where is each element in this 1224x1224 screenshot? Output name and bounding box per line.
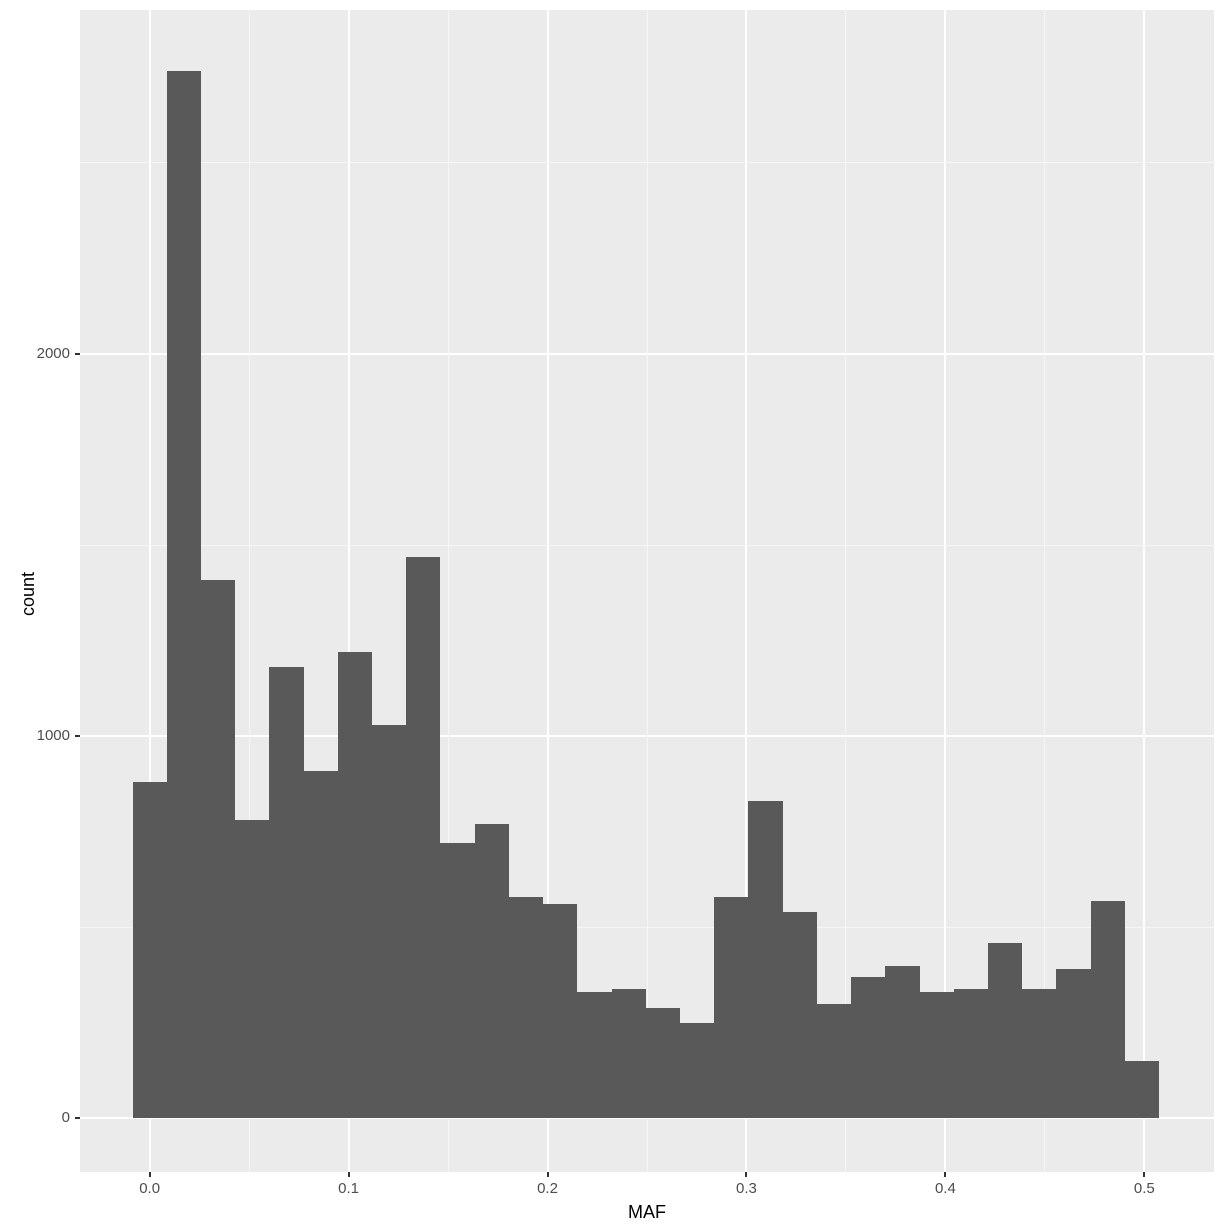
histogram-bar	[851, 977, 885, 1118]
x-axis-title: MAF	[80, 1202, 1214, 1223]
histogram-bar	[646, 1008, 680, 1119]
histogram-bar	[1056, 969, 1090, 1118]
x-tick-mark	[1143, 1172, 1145, 1177]
histogram-bar	[543, 904, 577, 1118]
histogram-bar	[920, 992, 954, 1118]
histogram-bar	[1091, 901, 1125, 1119]
y-tick-label: 1000	[0, 727, 70, 744]
histogram-bar	[783, 912, 817, 1118]
histogram-bar	[612, 989, 646, 1119]
grid-minor-horizontal	[80, 162, 1214, 163]
plot-panel	[80, 10, 1214, 1172]
grid-minor-vertical	[647, 10, 648, 1172]
histogram-bar	[885, 966, 919, 1119]
histogram-bar	[406, 557, 440, 1119]
histogram-bar	[1022, 989, 1056, 1119]
grid-minor-horizontal	[80, 545, 1214, 546]
x-tick-label: 0.2	[518, 1180, 578, 1197]
histogram-bar	[817, 1004, 851, 1119]
histogram-bar	[475, 824, 509, 1118]
x-tick-label: 0.0	[120, 1180, 180, 1197]
histogram-bar	[1125, 1061, 1159, 1118]
histogram-bar	[680, 1023, 714, 1119]
y-tick-mark	[75, 1117, 80, 1119]
histogram-bar	[372, 725, 406, 1119]
histogram-bar	[577, 992, 611, 1118]
y-tick-label: 0	[0, 1109, 70, 1126]
x-tick-label: 0.3	[716, 1180, 776, 1197]
histogram-bar	[269, 667, 303, 1118]
histogram-bar	[440, 843, 474, 1118]
y-tick-mark	[75, 735, 80, 737]
x-tick-label: 0.4	[915, 1180, 975, 1197]
histogram-bar	[509, 897, 543, 1119]
histogram-bar	[748, 801, 782, 1118]
histogram-bar	[167, 71, 201, 1118]
x-tick-mark	[745, 1172, 747, 1177]
x-tick-mark	[944, 1172, 946, 1177]
histogram-bar	[235, 820, 269, 1118]
x-tick-label: 0.1	[319, 1180, 379, 1197]
figure: count MAF 0 1000 2000 0.0 0.1 0.2 0.3 0.4 0.5	[0, 0, 1224, 1224]
x-tick-label: 0.5	[1114, 1180, 1174, 1197]
histogram-bar	[714, 897, 748, 1119]
histogram-bar	[954, 989, 988, 1119]
x-tick-mark	[149, 1172, 151, 1177]
histogram-bar	[201, 580, 235, 1119]
histogram-bar	[988, 943, 1022, 1119]
y-axis-title: count	[18, 572, 39, 616]
y-tick-mark	[75, 353, 80, 355]
grid-major-horizontal	[80, 735, 1214, 737]
histogram-bar	[133, 782, 167, 1118]
x-tick-mark	[348, 1172, 350, 1177]
grid-major-vertical	[1143, 10, 1145, 1172]
histogram-bar	[304, 771, 338, 1119]
y-tick-label: 2000	[0, 345, 70, 362]
x-tick-mark	[547, 1172, 549, 1177]
grid-minor-vertical	[845, 10, 846, 1172]
histogram-bar	[338, 652, 372, 1118]
grid-major-horizontal	[80, 353, 1214, 355]
